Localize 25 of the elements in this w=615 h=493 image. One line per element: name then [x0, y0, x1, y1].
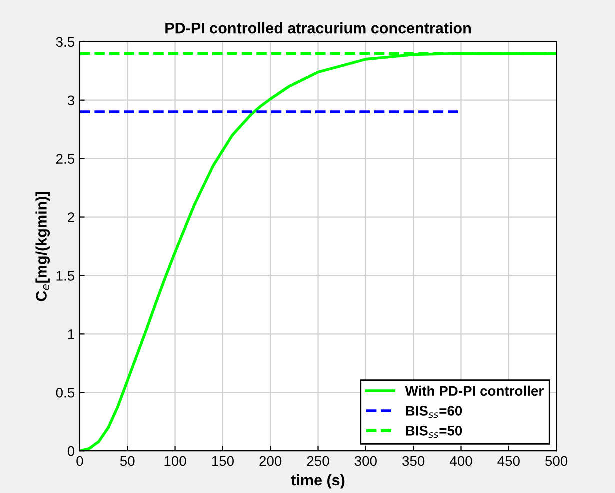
x-tick-label: 400	[450, 456, 472, 466]
y-tick-label: 3.5	[56, 37, 75, 48]
x-tick-label: 450	[498, 456, 520, 466]
x-tick-label: 150	[212, 456, 234, 466]
x-axis-title: time (s)	[291, 474, 345, 489]
y-axis-title: C$_{e}$[mg/(kgmin)]	[36, 192, 50, 302]
x-tick-label: 200	[260, 456, 282, 466]
x-tick-label: 350	[402, 456, 425, 466]
x-tick-label: 300	[354, 456, 377, 466]
legend-label: With PD-PI controller	[405, 386, 544, 396]
legend-label: BIS$_{ss}$=60	[406, 406, 462, 418]
x-tick-label: 0	[76, 456, 84, 466]
y-tick-label: 1.5	[56, 271, 75, 281]
y-tick-label: 2.5	[56, 154, 75, 164]
y-tick-label: 0	[68, 446, 75, 456]
y-tick-label: 2	[68, 212, 74, 222]
y-tick-label: 3	[68, 96, 74, 106]
x-tick-label: 100	[164, 456, 186, 466]
x-tick-label: 50	[120, 456, 135, 466]
x-tick-label: 250	[307, 456, 330, 466]
chart-title: PD-PI controlled atracurium concentration	[166, 22, 471, 34]
x-tick-label: 500	[546, 456, 568, 466]
y-tick-label: 0.5	[56, 388, 75, 398]
legend-label: BIS$_{ss}$=50	[406, 426, 462, 438]
y-tick-label: 1	[68, 330, 74, 340]
